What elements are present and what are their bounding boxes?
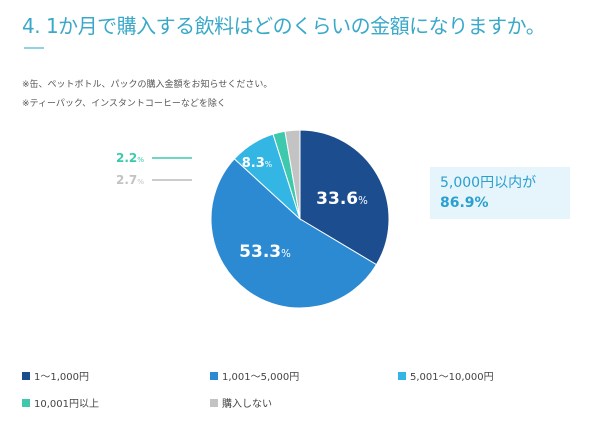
legend-item: 1～1,000円 (22, 368, 89, 383)
label-slice-5: 2.7% (116, 173, 144, 187)
label-slice-4: 2.2% (116, 151, 144, 165)
legend-label: 1,001～5,000円 (222, 372, 300, 383)
legend-item: 1,001～5,000円 (210, 368, 299, 383)
legend-swatch (22, 371, 30, 380)
legend-item: 10,001円以上 (22, 395, 99, 410)
legend-label: 購入しない (222, 399, 272, 410)
legend-swatch (210, 371, 218, 380)
legend-label: 10,001円以上 (34, 399, 99, 410)
legend-label: 5,001～10,000円 (410, 372, 494, 383)
callout-line1: 5,000円以内が (440, 175, 537, 191)
callout-line2: 86.9% (440, 195, 489, 211)
slice-no-purchase (284, 129, 301, 220)
label-slice-2: 53.3% (239, 242, 291, 262)
note-1: ※缶、ペットボトル、パックの購入金額をお知らせください。 (22, 80, 273, 90)
legend-label: 1～1,000円 (34, 372, 89, 383)
legend-item: 5,001～10,000円 (398, 368, 494, 383)
label-slice-1: 33.6% (316, 189, 368, 209)
note-2: ※ティーパック、インスタントコーヒーなどを除く (22, 99, 226, 109)
callout-box: 5,000円以内が 86.9% (430, 167, 570, 219)
page-title: 4. 1か月で購入する飲料はどのくらいの金額になりますか。 (22, 14, 546, 38)
slice-1-1000 (299, 129, 390, 266)
label-slice-3: 8.3% (242, 156, 272, 171)
title-underline (24, 47, 44, 49)
legend-swatch (210, 398, 218, 407)
slice-1001-5000 (210, 158, 378, 309)
legend-swatch (398, 371, 406, 380)
legend-swatch (22, 398, 30, 407)
legend-item: 購入しない (210, 395, 272, 410)
